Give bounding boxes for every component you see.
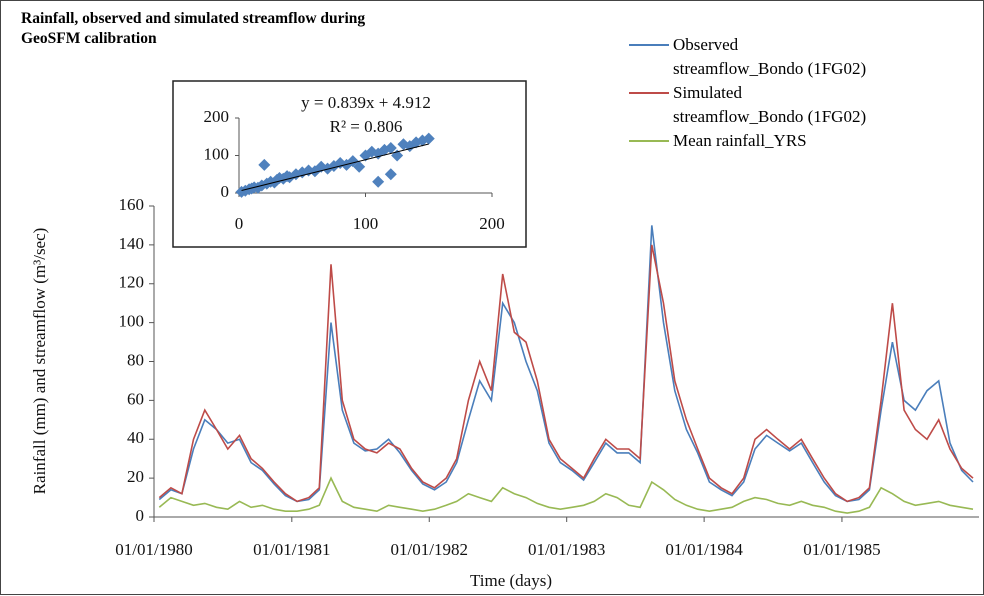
legend-label: Observed streamflow_Bondo (1FG02) bbox=[673, 35, 867, 78]
inset-y-tick-label: 200 bbox=[204, 107, 230, 126]
scatter-point bbox=[384, 142, 397, 154]
x-tick-label: 01/01/1980 bbox=[115, 540, 192, 559]
x-axis-title: Time (days) bbox=[470, 571, 552, 590]
y-tick-label: 160 bbox=[119, 195, 145, 214]
legend-label: Simulated streamflow_Bondo (1FG02) bbox=[673, 83, 867, 126]
y-tick-label: 120 bbox=[119, 273, 145, 292]
series-line bbox=[158, 476, 974, 514]
trend-equation: y = 0.839x + 4.912 bbox=[301, 93, 431, 112]
y-tick-label: 100 bbox=[119, 312, 145, 331]
series-line bbox=[158, 244, 974, 503]
y-tick-label: 20 bbox=[127, 467, 144, 486]
r-squared: R² = 0.806 bbox=[330, 117, 403, 136]
series-line bbox=[158, 225, 974, 503]
trendline bbox=[241, 143, 429, 192]
inset-y-tick-label: 100 bbox=[204, 144, 230, 163]
legend-label: Mean rainfall_YRS bbox=[673, 131, 807, 150]
scatter-point bbox=[372, 175, 385, 188]
legend-entry: Mean rainfall_YRS bbox=[629, 129, 869, 153]
scatter-point bbox=[353, 160, 366, 173]
inset-y-tick-label: 0 bbox=[221, 182, 230, 201]
scatter-point bbox=[422, 132, 435, 145]
y-tick-label: 60 bbox=[127, 389, 144, 408]
y-tick-label: 80 bbox=[127, 350, 144, 369]
legend: Observed streamflow_Bondo (1FG02) Simulat… bbox=[629, 33, 869, 153]
y-tick-label: 0 bbox=[136, 506, 145, 525]
inset-x-tick-label: 100 bbox=[353, 214, 379, 233]
legend-entry: Observed streamflow_Bondo (1FG02) bbox=[629, 33, 869, 81]
x-tick-label: 01/01/1985 bbox=[803, 540, 880, 559]
x-tick-label: 01/01/1984 bbox=[665, 540, 743, 559]
scatter-point bbox=[384, 168, 397, 181]
legend-swatch bbox=[629, 92, 669, 94]
y-tick-label: 40 bbox=[127, 428, 144, 447]
scatter-point bbox=[258, 158, 271, 171]
y-axis-title: Rainfall (mm) and streamflow (m³/sec) bbox=[30, 228, 49, 495]
legend-swatch bbox=[629, 140, 669, 142]
legend-swatch bbox=[629, 44, 669, 46]
y-tick-label: 140 bbox=[119, 234, 145, 253]
inset-x-tick-label: 200 bbox=[479, 214, 505, 233]
x-tick-label: 01/01/1983 bbox=[528, 540, 605, 559]
chart-title: Rainfall, observed and simulated streamf… bbox=[21, 10, 366, 47]
inset-x-tick-label: 0 bbox=[235, 214, 244, 233]
x-tick-label: 01/01/1981 bbox=[253, 540, 330, 559]
legend-entry: Simulated streamflow_Bondo (1FG02) bbox=[629, 81, 869, 129]
x-tick-label: 01/01/1982 bbox=[391, 540, 468, 559]
